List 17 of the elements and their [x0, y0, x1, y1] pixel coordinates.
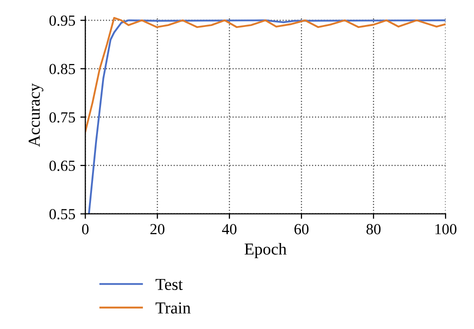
x-axis-title: Epoch [244, 242, 287, 258]
y-tick-label: 0.75 [49, 112, 75, 123]
y-tick-label: 0.65 [49, 160, 75, 171]
line-series [85, 16, 446, 133]
y-tick-label: 0.95 [49, 15, 75, 26]
x-tick-label: 60 [294, 224, 309, 234]
y-tick-label: 0.55 [49, 208, 75, 220]
x-tick-label: 80 [366, 224, 381, 234]
x-tick-label: 0 [82, 224, 89, 234]
x-tick-label: 40 [222, 224, 236, 234]
x-tick-label: 100 [435, 224, 456, 234]
y-tick-label: 0.85 [49, 64, 75, 74]
x-tick-label: 20 [150, 224, 164, 234]
line-series [88, 19, 446, 214]
y-axis-title: Accuracy [28, 83, 44, 147]
legend-label: Test [156, 278, 183, 290]
legend-label: Train [156, 302, 191, 314]
